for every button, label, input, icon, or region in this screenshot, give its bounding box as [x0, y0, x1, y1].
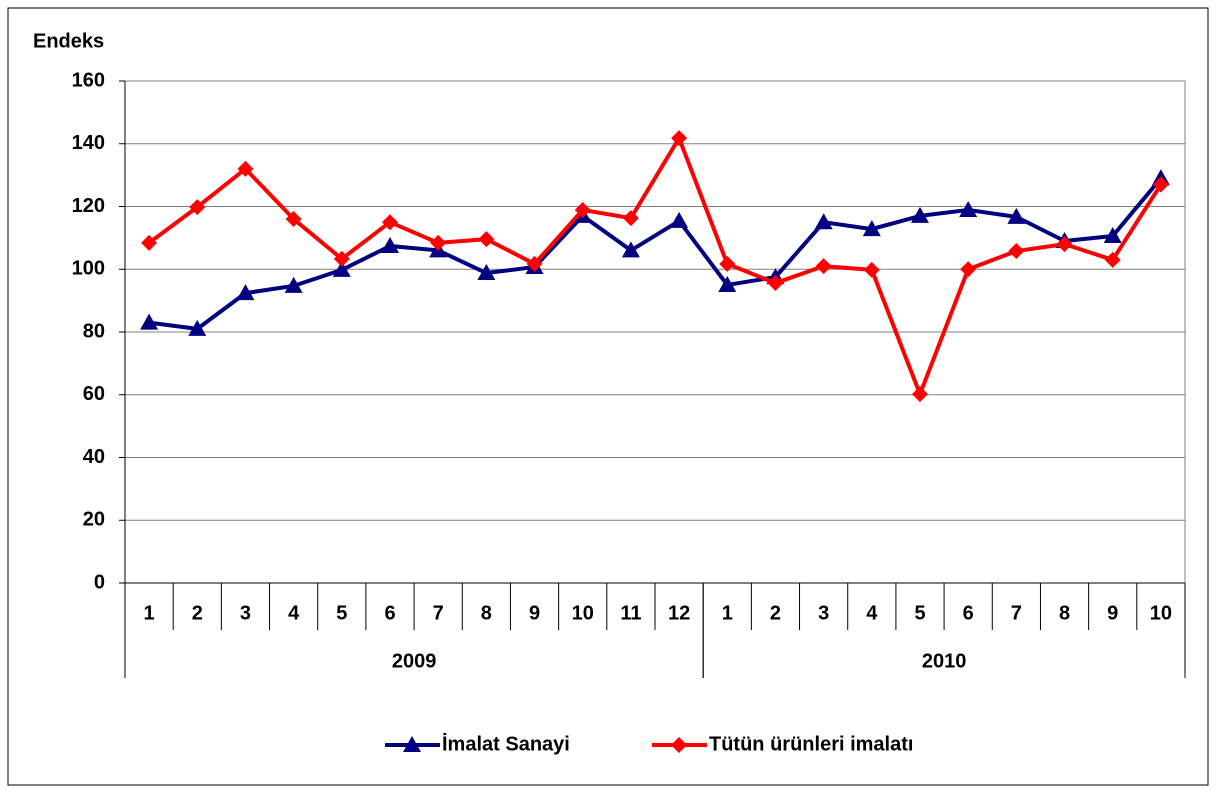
point-marker: [1103, 226, 1122, 243]
x-tick-label: 10: [572, 602, 594, 624]
point-marker: [381, 237, 399, 254]
x-tick-label: 2: [192, 602, 203, 624]
point-marker: [332, 260, 351, 277]
point-marker: [382, 214, 398, 231]
x-tick-label: 8: [1059, 602, 1070, 624]
series-line: [148, 176, 1163, 331]
x-tick-label: 5: [336, 602, 347, 624]
point-marker: [188, 319, 207, 336]
point-marker: [478, 231, 495, 248]
point-marker: [430, 234, 447, 251]
point-marker: [1104, 251, 1121, 268]
point-marker: [1056, 236, 1073, 253]
y-tick-label: 0: [94, 571, 105, 593]
x-tick-label: 7: [1011, 602, 1022, 624]
y-tick-label: 80: [83, 320, 105, 342]
y-tick-label: 160: [72, 69, 105, 91]
y-tick-label: 60: [83, 383, 105, 405]
point-marker: [622, 210, 639, 227]
x-tick-label: 5: [914, 602, 925, 624]
point-marker: [960, 261, 977, 278]
point-marker: [959, 200, 978, 217]
y-tick-label: 100: [72, 258, 105, 280]
y-tick-label: 20: [83, 509, 105, 531]
point-marker: [236, 284, 255, 301]
x-tick-label: 3: [818, 602, 829, 624]
x-tick-label: 11: [620, 602, 641, 624]
point-marker: [863, 261, 880, 278]
point-marker: [767, 275, 784, 292]
x-tick-label: 1: [144, 602, 155, 624]
x-tick-label: 1: [722, 602, 733, 624]
x-tick-label: 2: [770, 602, 781, 624]
legend-marker: [403, 736, 421, 752]
y-axis-label: Endeks: [33, 30, 104, 52]
y-tick-label: 120: [72, 195, 105, 217]
x-tick-label: 9: [529, 602, 540, 624]
point-marker: [671, 130, 688, 147]
x-tick-label: 6: [384, 602, 395, 624]
point-marker: [912, 386, 928, 403]
point-marker: [574, 201, 591, 218]
series-line: [147, 136, 1163, 397]
point-marker: [1007, 207, 1026, 224]
x-tick-label: 4: [288, 602, 300, 624]
x-tick-label: 4: [866, 602, 878, 624]
x-tick-label: 10: [1150, 602, 1172, 624]
point-marker: [141, 234, 158, 251]
point-marker: [1008, 243, 1025, 260]
legend-marker: [671, 737, 687, 753]
point-marker: [285, 211, 302, 228]
point-marker: [815, 258, 832, 275]
point-marker: [284, 276, 303, 293]
point-marker: [862, 220, 881, 237]
point-marker: [718, 275, 737, 292]
point-marker: [189, 199, 206, 216]
y-tick-label: 140: [72, 132, 105, 154]
point-marker: [911, 206, 929, 223]
legend-label: İmalat Sanayi: [442, 732, 570, 755]
point-marker: [140, 313, 159, 330]
group-label: 2010: [922, 650, 967, 672]
x-tick-label: 6: [963, 602, 974, 624]
point-marker: [814, 213, 833, 230]
x-tick-label: 12: [668, 602, 690, 624]
x-tick-label: 8: [481, 602, 492, 624]
point-marker: [526, 255, 543, 272]
y-tick-label: 40: [83, 446, 105, 468]
group-label: 2009: [392, 650, 437, 672]
point-marker: [477, 264, 496, 281]
point-marker: [237, 160, 254, 177]
point-marker: [670, 211, 689, 228]
point-marker: [1152, 176, 1169, 193]
x-tick-label: 3: [240, 602, 251, 624]
point-marker: [621, 241, 640, 258]
point-marker: [719, 255, 736, 272]
point-marker: [333, 250, 350, 267]
x-tick-label: 9: [1107, 602, 1118, 624]
x-tick-label: 7: [433, 602, 444, 624]
legend-label: Tütün ürünleri imalatı: [709, 733, 913, 755]
